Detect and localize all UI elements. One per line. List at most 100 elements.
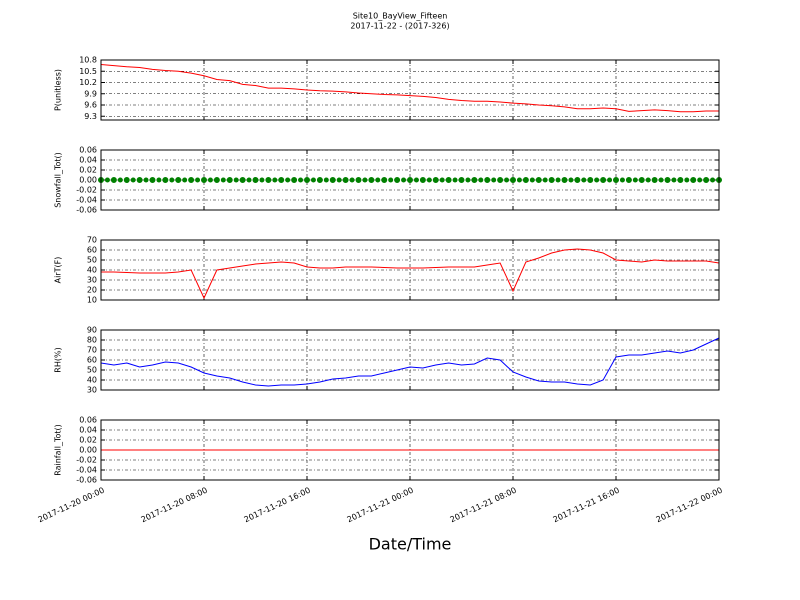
- y-tick-label: 40: [87, 376, 97, 385]
- data-point: [388, 177, 394, 183]
- data-point: [484, 177, 491, 183]
- data-point: [581, 177, 587, 183]
- data-point: [298, 177, 304, 183]
- data-point: [156, 177, 162, 183]
- data-line: [100, 64, 719, 113]
- y-tick-label: 0.06: [79, 416, 97, 425]
- data-point: [401, 177, 407, 183]
- data-point: [117, 177, 123, 183]
- data-point: [568, 177, 574, 183]
- y-tick-label: 70: [87, 346, 97, 355]
- data-point: [342, 177, 349, 183]
- data-point: [535, 177, 542, 183]
- data-point: [233, 177, 239, 183]
- y-tick-label: 9.3: [84, 112, 97, 121]
- data-point: [658, 177, 664, 183]
- data-point: [394, 177, 401, 183]
- data-point: [239, 177, 246, 183]
- y-axis-label: Snowfall_Tot(): [54, 152, 63, 208]
- data-point: [504, 177, 510, 183]
- data-point: [529, 177, 535, 183]
- data-point: [619, 177, 625, 183]
- data-point: [522, 177, 529, 183]
- data-point: [555, 177, 561, 183]
- data-point: [690, 177, 697, 183]
- data-point: [349, 177, 355, 183]
- data-point: [497, 177, 504, 183]
- data-point: [149, 177, 156, 183]
- y-tick-label: -0.02: [76, 456, 97, 465]
- data-point: [600, 177, 607, 183]
- data-point: [316, 177, 323, 183]
- data-point: [607, 177, 613, 183]
- data-point: [130, 177, 136, 183]
- data-point: [510, 177, 516, 183]
- data-point: [143, 177, 149, 183]
- data-point: [213, 177, 220, 183]
- x-tick-label: 2017-11-21 00:00: [346, 486, 415, 525]
- data-point: [516, 177, 522, 183]
- data-point: [323, 177, 329, 183]
- data-point: [381, 177, 388, 183]
- chart-title: Site10_BayView_Fifteen: [353, 12, 448, 21]
- x-tick-label: 2017-11-21 16:00: [552, 486, 621, 525]
- x-tick-label: 2017-11-20 00:00: [37, 486, 106, 525]
- data-point: [407, 177, 413, 183]
- y-tick-label: 9.9: [84, 89, 97, 98]
- data-point: [201, 177, 207, 183]
- data-point: [123, 177, 130, 183]
- y-tick-label: 40: [87, 266, 97, 275]
- data-point: [426, 177, 432, 183]
- data-point: [362, 177, 368, 183]
- data-point: [272, 177, 278, 183]
- data-point: [259, 177, 265, 183]
- x-tick-label: 2017-11-20 16:00: [243, 486, 312, 525]
- data-point: [220, 177, 226, 183]
- data-point: [310, 177, 316, 183]
- data-point: [329, 177, 336, 183]
- y-tick-label: 60: [87, 246, 97, 255]
- data-point: [110, 177, 117, 183]
- y-tick-label: 0.04: [79, 156, 97, 165]
- data-point: [645, 177, 651, 183]
- data-line: [101, 248, 720, 300]
- data-point: [278, 177, 285, 183]
- data-point: [587, 177, 594, 183]
- data-point: [285, 177, 291, 183]
- data-point: [162, 177, 169, 183]
- y-tick-label: 10.8: [79, 56, 97, 65]
- y-tick-label: 0.00: [79, 446, 97, 455]
- plot-frame: [100, 239, 720, 301]
- y-tick-label: 60: [87, 356, 97, 365]
- y-tick-label: 9.6: [84, 101, 97, 110]
- data-point: [188, 177, 195, 183]
- y-tick-label: 0.04: [79, 426, 97, 435]
- data-point: [207, 177, 213, 183]
- data-point: [542, 177, 548, 183]
- y-tick-label: 0.06: [79, 146, 97, 155]
- x-tick-label: 2017-11-22 00:00: [655, 486, 724, 525]
- data-point: [684, 177, 690, 183]
- y-tick-label: 10.2: [79, 78, 97, 87]
- data-point: [169, 177, 175, 183]
- data-point: [419, 177, 426, 183]
- data-point: [491, 177, 497, 183]
- data-point: [651, 177, 658, 183]
- data-point: [104, 177, 110, 183]
- y-tick-label: 70: [87, 236, 97, 245]
- data-point: [452, 177, 458, 183]
- data-point: [638, 177, 645, 183]
- data-point: [175, 177, 182, 183]
- data-point: [632, 177, 638, 183]
- data-point: [439, 177, 445, 183]
- data-point: [246, 177, 252, 183]
- data-point: [413, 177, 419, 183]
- y-tick-label: 90: [87, 326, 97, 335]
- plot-frame: [100, 59, 720, 121]
- plot-frame: [100, 149, 720, 211]
- data-point: [291, 177, 298, 183]
- data-point: [625, 177, 632, 183]
- data-point: [458, 177, 465, 183]
- y-axis-label: P(unitless): [54, 69, 63, 111]
